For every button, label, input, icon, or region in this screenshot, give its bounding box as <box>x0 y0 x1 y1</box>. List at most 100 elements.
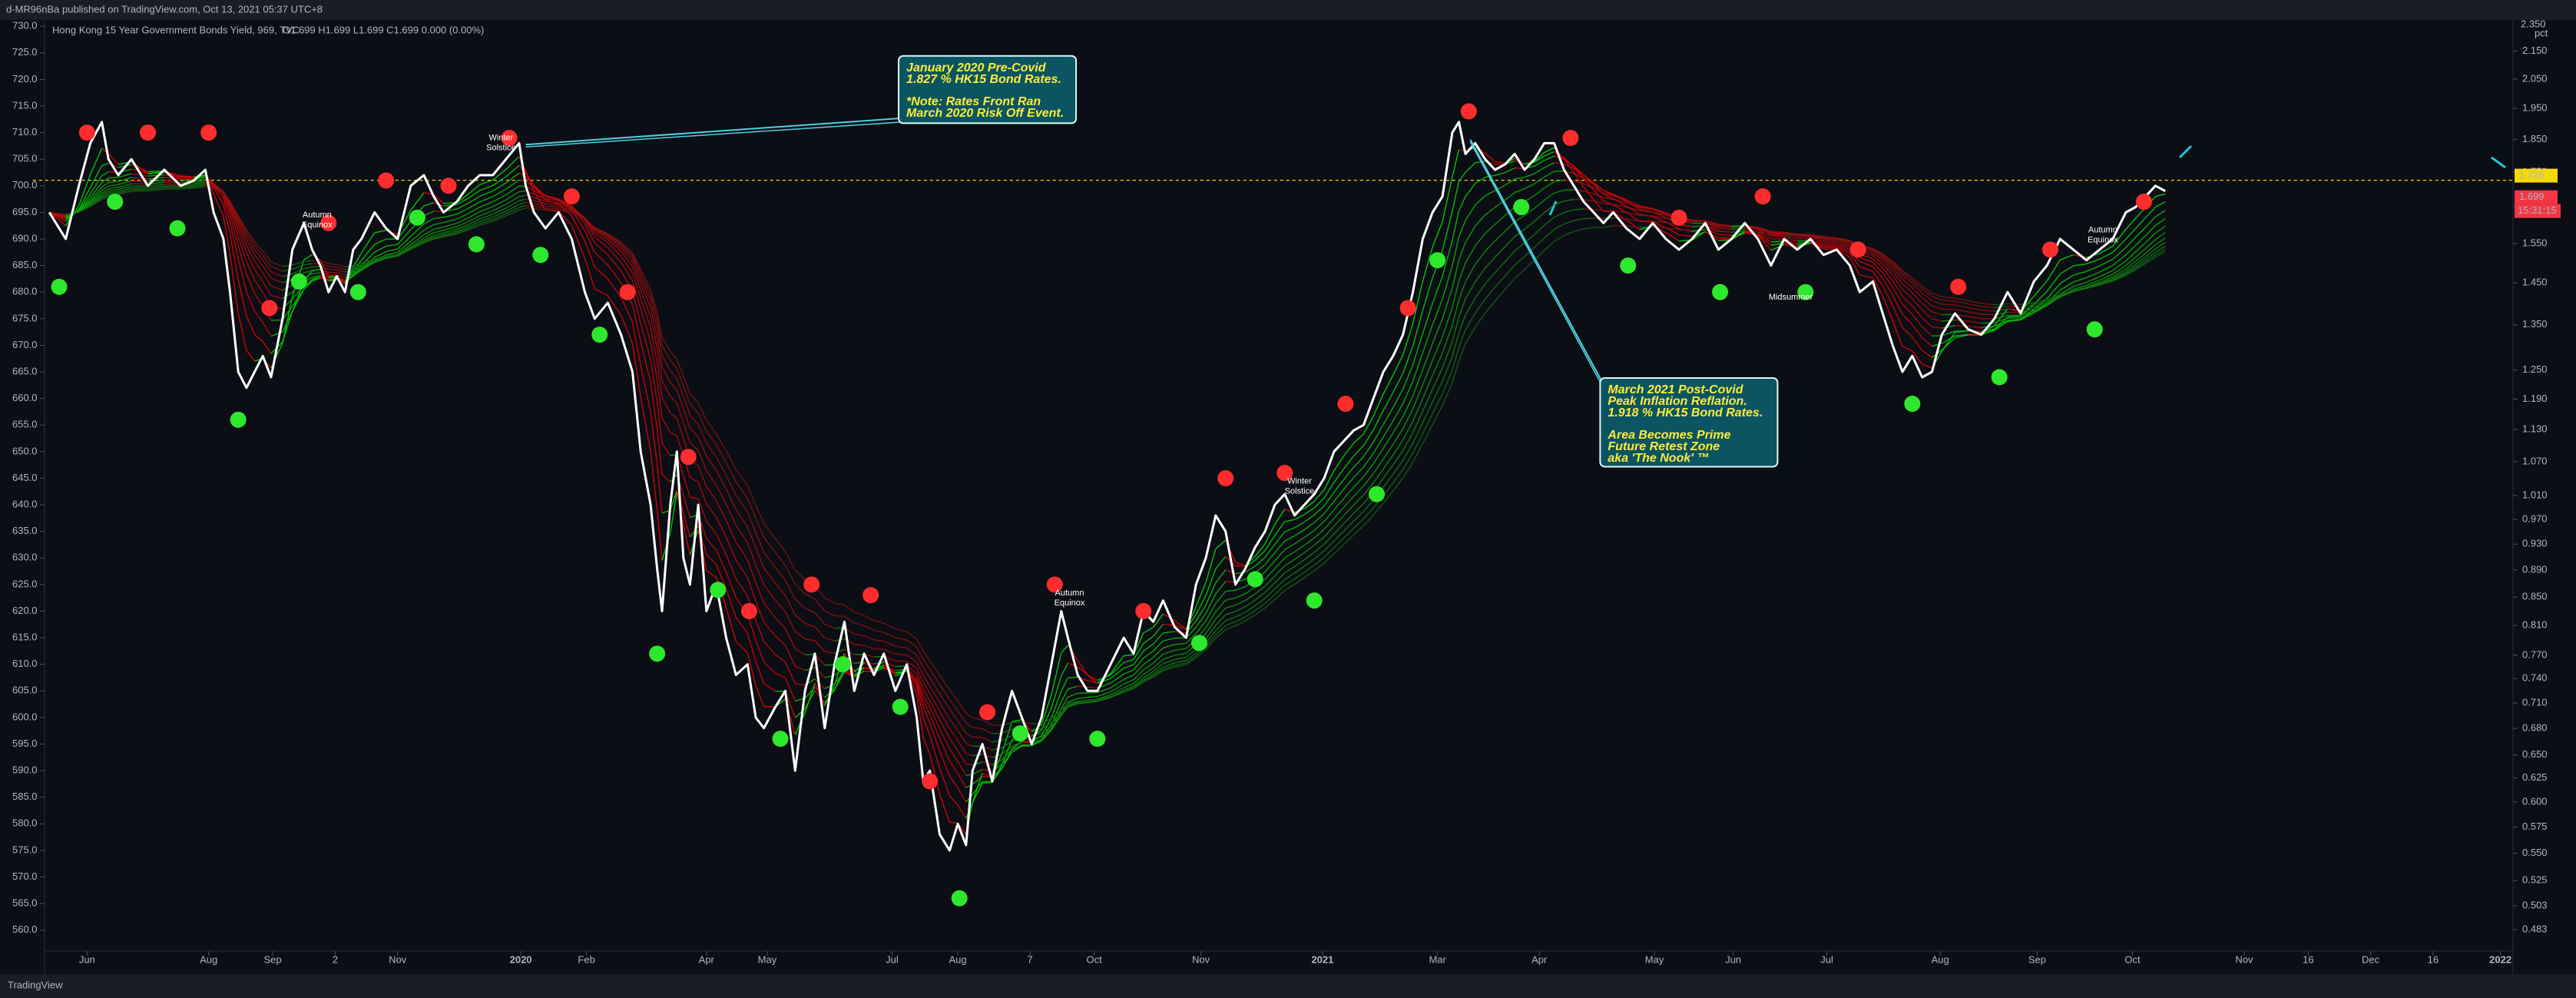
ema-segment <box>237 217 247 233</box>
ema-segment <box>423 234 435 241</box>
y2-tick-label: 2.150 <box>2522 45 2548 56</box>
x-tick-label: Mar <box>1429 953 1446 965</box>
x-tick-label: 2021 <box>1311 953 1333 965</box>
ema-segment <box>784 661 796 685</box>
x-tick-label: Aug <box>200 953 217 965</box>
ema-segment <box>1465 281 1476 300</box>
ema-segment <box>533 190 546 197</box>
ema-segment <box>972 782 983 803</box>
ema-segment <box>640 341 651 383</box>
ema-segment <box>854 612 865 616</box>
signal-dot <box>680 449 697 466</box>
signal-dot <box>1369 486 1386 502</box>
ema-segment <box>1274 579 1286 590</box>
ema-segment <box>1343 486 1355 499</box>
ema-segment <box>1235 565 1246 568</box>
ema-segment <box>1264 589 1276 599</box>
ema-segment <box>1534 250 1545 261</box>
ema-segment <box>824 610 835 617</box>
ema-segment <box>1639 205 1653 209</box>
ema-segment <box>2135 263 2146 270</box>
ema-segment <box>1303 522 1315 530</box>
ema-segment <box>1912 283 1923 293</box>
ema-segment <box>1133 664 1144 676</box>
ema-segment <box>2086 282 2100 288</box>
ema-segment <box>594 242 608 256</box>
ema-segment <box>2046 259 2061 282</box>
ema-segment <box>1392 373 1404 393</box>
ema-segment <box>1836 237 1850 241</box>
ema-segment <box>1343 443 1355 456</box>
annotation-box <box>898 55 1078 124</box>
ema-segment <box>1225 616 1236 622</box>
ema-segment <box>1002 745 1013 754</box>
ema-segment <box>1153 640 1164 652</box>
ema-segment <box>1626 225 1640 228</box>
ema-segment <box>1544 229 1555 239</box>
ema-segment <box>1485 224 1495 234</box>
x-tick-label: May <box>1645 953 1664 965</box>
ema-segment <box>336 272 346 276</box>
signal-dot <box>1337 396 1354 413</box>
ema-segment <box>312 277 321 282</box>
ema-segment <box>621 241 634 254</box>
ema-segment <box>784 645 796 667</box>
ema-segment <box>650 316 658 349</box>
ema-segment <box>1872 249 1883 257</box>
ema-segment <box>2145 239 2156 249</box>
y-tick-label: 715.0 <box>12 99 38 111</box>
ema-segment <box>1968 316 1982 320</box>
ema-segment <box>433 230 444 234</box>
ema-segment <box>1922 297 1932 307</box>
ema-segment <box>1452 300 1460 326</box>
ema-segment <box>1744 231 1758 235</box>
ema-segment <box>982 719 993 726</box>
ema-segment <box>1810 242 1824 248</box>
x-tick-label: Nov <box>2235 953 2253 965</box>
ema-segment <box>804 622 816 628</box>
ema-segment <box>1123 675 1134 681</box>
ema-segment <box>2112 260 2127 271</box>
ema-segment <box>1284 535 1295 542</box>
ema-segment <box>1382 473 1394 488</box>
ema-segment <box>949 795 959 806</box>
ema-segment <box>1882 257 1893 268</box>
ema-segment <box>1932 311 1942 316</box>
ema-segment <box>118 180 132 185</box>
ema-segment <box>2145 251 2156 260</box>
ema-segment <box>253 260 263 274</box>
ema-segment <box>1133 658 1144 671</box>
ema-segment <box>1061 706 1068 715</box>
ema-segment <box>1534 187 1545 197</box>
ema-segment <box>1652 221 1667 228</box>
ema-segment <box>1554 179 1564 183</box>
ema-segment <box>735 481 748 499</box>
ema-segment <box>492 207 507 215</box>
ema-segment <box>1303 565 1315 573</box>
ema-segment <box>906 655 917 663</box>
ema-segment <box>1836 240 1850 245</box>
ema-segment <box>468 184 481 195</box>
ema-segment <box>545 196 559 201</box>
y2-unit: pct <box>2535 27 2548 38</box>
ema-segment <box>607 242 622 257</box>
ema-segment <box>747 512 757 533</box>
ema-segment <box>650 300 658 327</box>
ema-segment <box>656 327 663 356</box>
ema-segment <box>656 347 663 381</box>
ema-segment <box>101 188 109 194</box>
ema-segment <box>194 178 206 181</box>
ema-segment <box>584 220 595 237</box>
ema-segment <box>246 252 256 270</box>
ema-segment <box>410 237 425 248</box>
ema-segment <box>1163 658 1175 665</box>
ema-segment <box>784 579 796 599</box>
ema-segment <box>1372 459 1384 474</box>
ema-segment <box>433 234 444 238</box>
ema-segment <box>1593 193 1604 198</box>
signal-dot <box>1513 198 1530 215</box>
ema-segment <box>1626 202 1640 208</box>
ema-segment <box>763 552 776 569</box>
ema-segment <box>1244 599 1256 608</box>
ema-segment <box>1254 602 1266 612</box>
